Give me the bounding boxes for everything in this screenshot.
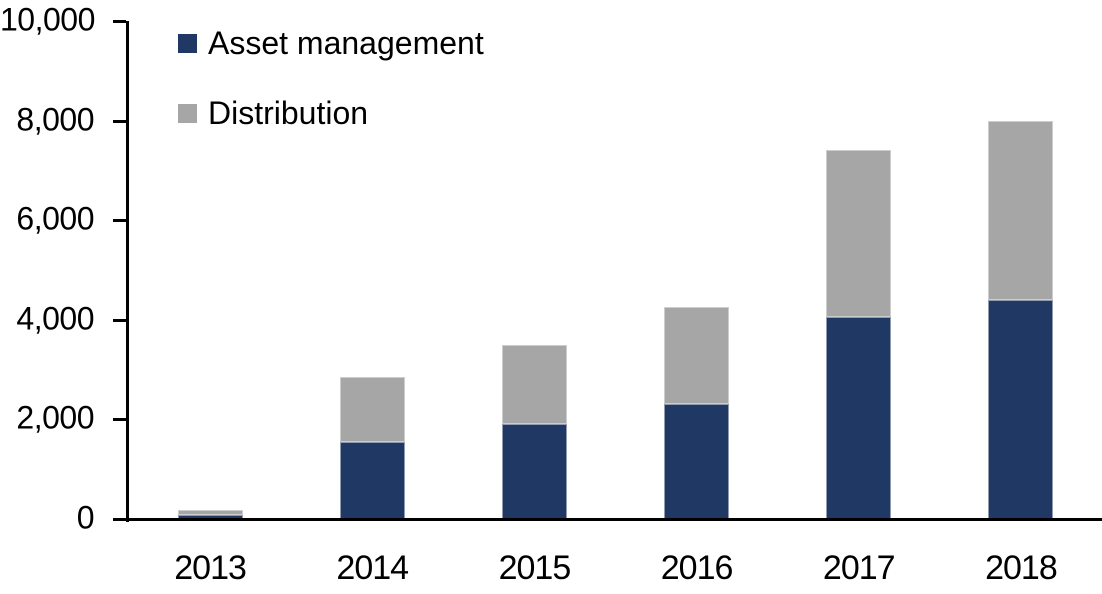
legend-swatch-asset-management <box>178 34 197 53</box>
y-tick-label: 4,000 <box>16 300 94 337</box>
bar-2013-distribution <box>177 510 243 515</box>
y-tick-label: 2,000 <box>16 399 94 436</box>
y-tick-mark <box>113 418 126 422</box>
legend-item-distribution: Distribution <box>178 95 368 132</box>
bar-2016-distribution <box>664 307 730 405</box>
x-axis-line <box>116 518 1102 521</box>
legend-label-asset-management: Asset management <box>208 25 484 61</box>
bar-2018-distribution <box>988 120 1054 300</box>
y-tick-mark <box>113 219 126 223</box>
y-tick-label: 6,000 <box>16 200 94 237</box>
bar-2017-distribution <box>826 150 892 318</box>
x-tick-label-2016: 2016 <box>660 549 734 587</box>
x-tick-label-2017: 2017 <box>822 549 896 587</box>
bar-2016-asset-management <box>664 404 730 519</box>
y-axis-line <box>126 21 129 522</box>
bar-2015-asset-management <box>501 424 567 519</box>
bar-2015-distribution <box>501 344 567 425</box>
x-tick-label-2014: 2014 <box>336 549 409 587</box>
y-tick-mark <box>113 20 126 23</box>
x-tick-label-2018: 2018 <box>985 549 1058 587</box>
legend-swatch-distribution <box>178 104 197 123</box>
x-tick-label-2015: 2015 <box>498 549 572 587</box>
y-tick-mark <box>113 318 126 322</box>
y-tick-label: 0 <box>76 499 95 536</box>
y-tick-mark <box>113 119 126 123</box>
x-tick-label-2013: 2013 <box>174 549 247 587</box>
y-tick-label: 10,000 <box>0 1 95 38</box>
bar-2014-asset-management <box>339 441 405 519</box>
legend-label-distribution: Distribution <box>208 95 369 131</box>
bar-2014-distribution <box>339 377 405 442</box>
bar-2017-asset-management <box>826 317 892 519</box>
y-tick-label: 8,000 <box>16 100 94 137</box>
bar-2018-asset-management <box>988 299 1054 519</box>
legend-item-asset-management: Asset management <box>178 25 484 62</box>
